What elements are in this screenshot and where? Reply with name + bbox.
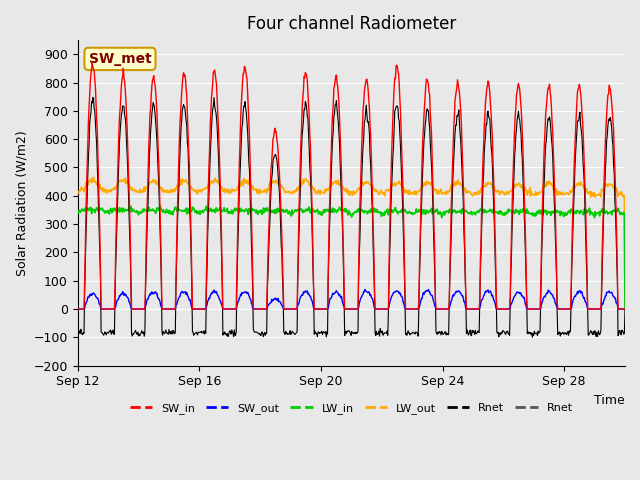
Text: SW_met: SW_met: [88, 52, 151, 66]
X-axis label: Time: Time: [595, 394, 625, 407]
Title: Four channel Radiometer: Four channel Radiometer: [246, 15, 456, 33]
Legend: SW_in, SW_out, LW_in, LW_out, Rnet, Rnet: SW_in, SW_out, LW_in, LW_out, Rnet, Rnet: [125, 399, 577, 419]
Y-axis label: Solar Radiation (W/m2): Solar Radiation (W/m2): [15, 130, 28, 276]
